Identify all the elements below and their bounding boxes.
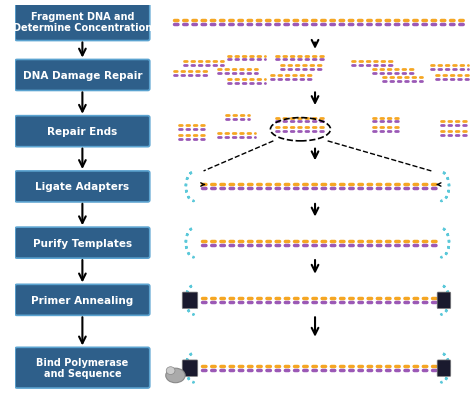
- Text: Primer Annealing: Primer Annealing: [31, 295, 134, 305]
- Text: DNA Damage Repair: DNA Damage Repair: [23, 71, 142, 81]
- Text: Purify Templates: Purify Templates: [33, 238, 132, 248]
- FancyBboxPatch shape: [15, 60, 150, 91]
- FancyBboxPatch shape: [15, 228, 150, 259]
- FancyBboxPatch shape: [15, 285, 150, 316]
- FancyBboxPatch shape: [437, 292, 451, 309]
- Text: Fragment DNA and
Determine Concentration: Fragment DNA and Determine Concentration: [13, 12, 152, 33]
- FancyBboxPatch shape: [15, 116, 150, 147]
- FancyBboxPatch shape: [15, 172, 150, 203]
- Text: Bind Polymerase
and Sequence: Bind Polymerase and Sequence: [36, 357, 128, 379]
- Text: Repair Ends: Repair Ends: [47, 127, 118, 137]
- FancyBboxPatch shape: [15, 348, 150, 388]
- FancyBboxPatch shape: [437, 360, 451, 377]
- FancyBboxPatch shape: [182, 292, 198, 309]
- Ellipse shape: [166, 368, 185, 383]
- FancyBboxPatch shape: [182, 360, 198, 377]
- FancyBboxPatch shape: [15, 4, 150, 41]
- Ellipse shape: [166, 367, 175, 375]
- Text: Ligate Adapters: Ligate Adapters: [36, 182, 129, 192]
